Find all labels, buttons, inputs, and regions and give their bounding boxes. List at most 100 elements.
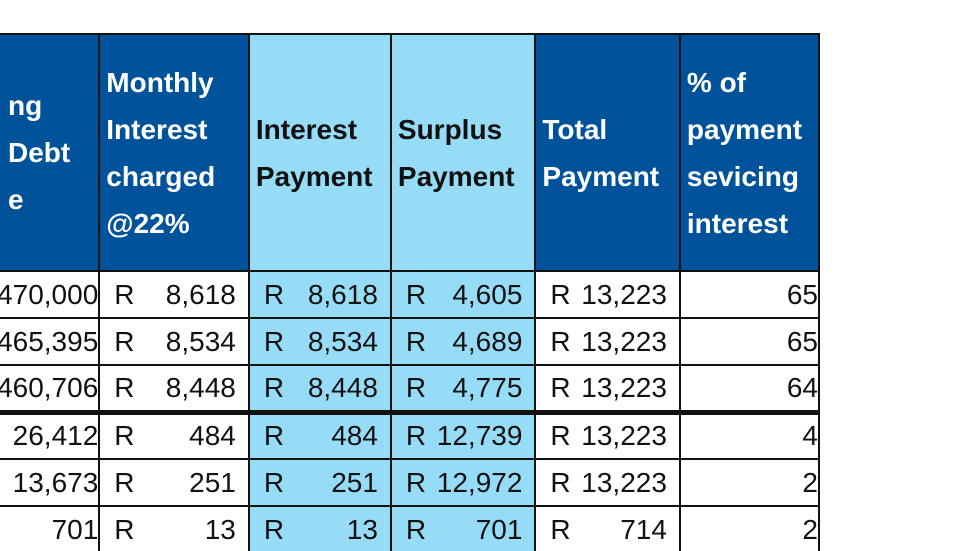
header-line: e — [8, 184, 24, 215]
cell-total-payment: R 13,223 — [534, 317, 681, 366]
cell-monthly-interest: R 13 — [98, 505, 250, 551]
amount: 4,605 — [452, 278, 523, 310]
cell-pct-interest: 4 — [678, 409, 821, 460]
currency-symbol: R — [405, 325, 427, 357]
amount: 8,534 — [307, 325, 378, 357]
cell-pct-interest: 65 — [678, 270, 821, 319]
cell-balance: 701 — [0, 505, 101, 551]
header-line — [256, 200, 384, 247]
currency-symbol: R — [550, 420, 571, 452]
amount: 8,618 — [307, 278, 378, 310]
cell-total-payment: R 13,223 — [534, 458, 681, 507]
amount: 13 — [204, 513, 236, 545]
header-line: payment — [686, 113, 803, 145]
header-line: Interest — [106, 113, 208, 145]
currency-symbol: R — [550, 466, 571, 498]
header-line: charged — [106, 160, 216, 192]
currency-symbol: R — [114, 513, 135, 545]
currency-symbol: R — [114, 466, 135, 498]
currency-symbol: R — [114, 325, 135, 357]
cell-pct-interest: 2 — [678, 505, 821, 551]
currency-symbol: R — [263, 325, 285, 357]
header-pct-servicing-interest: % of payment sevicing interest — [678, 33, 821, 272]
currency-symbol: R — [550, 325, 571, 357]
currency-symbol: R — [114, 371, 135, 403]
amount: 13,223 — [581, 371, 667, 403]
cell-pct-interest: 65 — [678, 317, 821, 366]
cell-interest-payment: R 8,448 — [247, 364, 392, 413]
cell-interest-payment: R 8,534 — [247, 317, 392, 366]
amount: 8,448 — [165, 371, 236, 403]
header-line — [398, 200, 529, 247]
cell-surplus-payment: R 4,689 — [389, 317, 537, 366]
amount: 4,775 — [452, 371, 523, 403]
header-line — [8, 35, 92, 82]
table-row: 26,412 R 484 R 484 R 12,739 R 13,223 4 — [0, 409, 821, 460]
cell-total-payment: R 714 — [534, 505, 681, 551]
amount: 251 — [331, 466, 378, 498]
cell-surplus-payment: R 12,972 — [389, 458, 537, 507]
cell-monthly-interest: R 251 — [98, 458, 250, 507]
header-line: Surplus — [397, 113, 503, 145]
cell-balance: 465,395 — [0, 317, 101, 366]
currency-symbol: R — [405, 513, 427, 545]
currency-symbol: R — [114, 278, 135, 310]
cell-total-payment: R 13,223 — [534, 270, 681, 319]
amount: 13 — [346, 513, 378, 545]
currency-symbol: R — [263, 513, 285, 545]
header-line: interest — [686, 207, 789, 239]
table-row: 465,395 R 8,534 R 8,534 R 4,689 R 13,223 65 — [0, 317, 821, 366]
amount: 8,448 — [307, 371, 378, 403]
header-line — [256, 59, 384, 106]
table-row: 13,673 R 251 R 251 R 12,972 R 13,223 2 — [0, 458, 821, 507]
header-line: sevicing — [686, 160, 799, 192]
amount: 13,223 — [581, 325, 667, 357]
table-row: 701 R 13 R 13 R 701 R 714 2 — [0, 505, 821, 551]
amount: 12,972 — [436, 466, 523, 498]
cell-balance: 460,706 — [0, 364, 101, 413]
cell-interest-payment: R 13 — [247, 505, 392, 551]
currency-symbol: R — [405, 371, 427, 403]
header-line: Payment — [255, 160, 373, 192]
header-line: @22% — [106, 207, 190, 239]
cell-interest-payment: R 251 — [247, 458, 392, 507]
header-line — [398, 59, 529, 106]
currency-symbol: R — [550, 371, 571, 403]
cell-balance: 26,412 — [0, 409, 101, 460]
header-line: Total — [542, 113, 608, 145]
header-monthly-interest: Monthly Interest charged @22% — [98, 33, 250, 272]
amount: 13,223 — [581, 278, 667, 310]
header-line: Monthly — [106, 66, 214, 98]
amount: 484 — [331, 420, 378, 452]
cell-surplus-payment: R 4,605 — [389, 270, 537, 319]
currency-symbol: R — [405, 420, 427, 452]
header-line: Payment — [542, 160, 660, 192]
header-line — [542, 200, 673, 247]
currency-symbol: R — [263, 371, 285, 403]
header-total-payment: Total Payment — [534, 33, 681, 272]
cell-interest-payment: R 8,618 — [247, 270, 392, 319]
cell-surplus-payment: R 701 — [389, 505, 537, 551]
cell-monthly-interest: R 8,448 — [98, 364, 250, 413]
header-line: Payment — [397, 160, 515, 192]
header-line: ng Debt — [8, 90, 71, 168]
header-interest-payment: Interest Payment — [247, 33, 392, 272]
currency-symbol: R — [263, 420, 285, 452]
header-line — [542, 59, 673, 106]
amount: 13,223 — [581, 466, 667, 498]
cell-pct-interest: 2 — [678, 458, 821, 507]
currency-symbol: R — [550, 278, 571, 310]
currency-symbol: R — [263, 466, 285, 498]
cell-surplus-payment: R 4,775 — [389, 364, 537, 413]
debt-repayment-table: ng Debt e Monthly Interest charged @22% … — [0, 33, 821, 551]
cell-monthly-interest: R 8,534 — [98, 317, 250, 366]
amount: 8,618 — [165, 278, 236, 310]
amount: 12,739 — [436, 420, 523, 452]
amount: 251 — [189, 466, 236, 498]
cell-balance: 13,673 — [0, 458, 101, 507]
currency-symbol: R — [405, 466, 427, 498]
header-line: Interest — [255, 113, 358, 145]
header-row: ng Debt e Monthly Interest charged @22% … — [0, 33, 821, 272]
currency-symbol: R — [550, 513, 571, 545]
